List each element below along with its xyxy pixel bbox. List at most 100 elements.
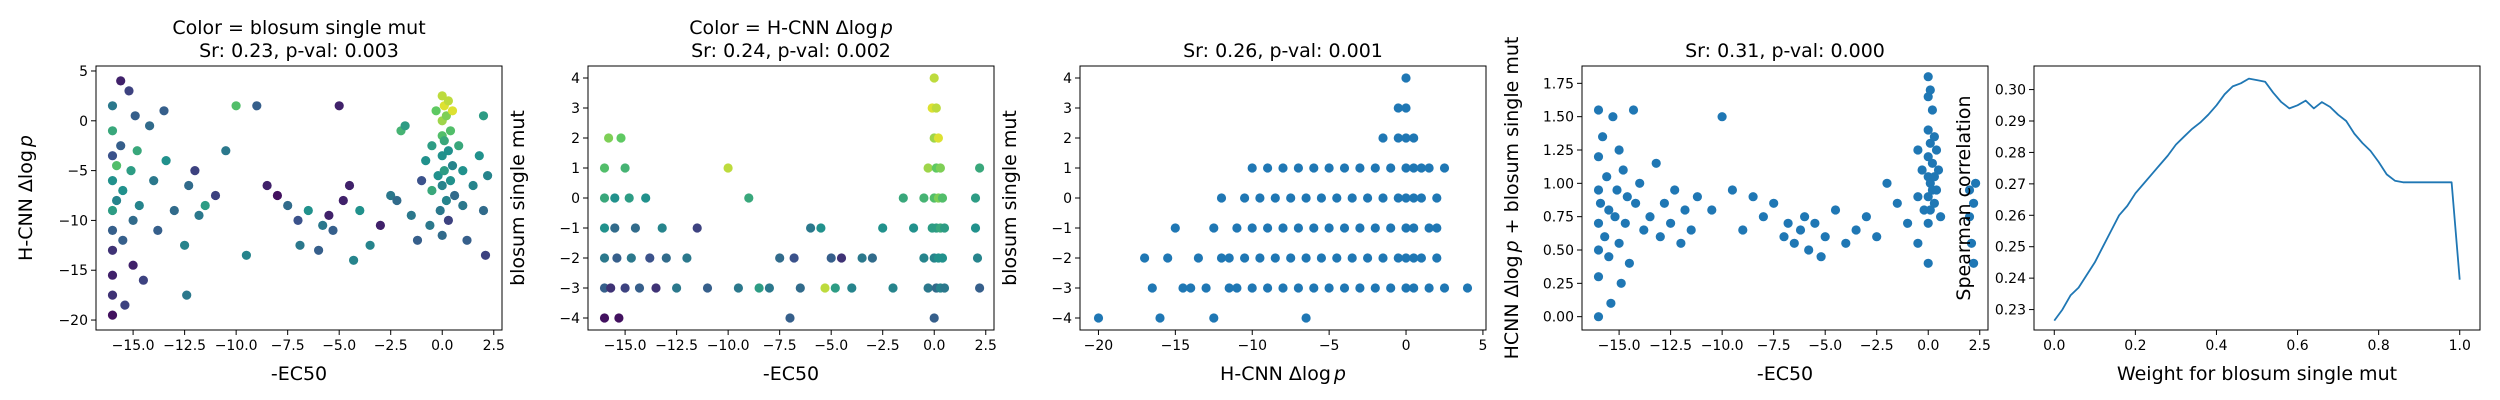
- y-axis-label: blosum single mut: [999, 110, 1021, 286]
- scatter-point: [1686, 225, 1696, 235]
- x-tick-label: −10.0: [707, 338, 750, 354]
- scatter-point: [1393, 133, 1403, 143]
- scatter-point: [1301, 193, 1311, 203]
- y-axis-label: blosum single mut: [507, 110, 529, 286]
- scatter-point: [1680, 205, 1690, 215]
- scatter-point: [1332, 253, 1342, 263]
- scatter-point: [190, 166, 200, 176]
- x-axis-label: -EC50: [271, 363, 327, 385]
- scatter-point: [970, 193, 981, 203]
- x-tick-label: −10: [1237, 338, 1267, 354]
- scatter-point: [1816, 252, 1826, 262]
- scatter-point: [1324, 283, 1334, 293]
- chart-title: Sr: 0.31, p-val: 0.000: [1685, 40, 1885, 62]
- scatter-point: [1645, 212, 1655, 222]
- y-tick-label: 0: [79, 114, 88, 130]
- y-tick-label: 0.29: [1995, 114, 2026, 130]
- x-tick-label: −15.0: [1598, 338, 1641, 354]
- y-tick-label: −1: [559, 221, 580, 237]
- scatter-point: [1347, 253, 1357, 263]
- scatter-point: [733, 283, 744, 293]
- x-axis-label: -EC50: [763, 363, 819, 385]
- scatter-point: [1929, 172, 1939, 182]
- scatter-point: [1278, 163, 1288, 173]
- scatter-point: [107, 101, 118, 111]
- scatter-point: [1286, 193, 1296, 203]
- scatter-point: [1913, 145, 1923, 155]
- scatter-point: [599, 313, 610, 323]
- scatter-point: [1155, 313, 1165, 323]
- scatter-point: [1432, 253, 1442, 263]
- scatter-point: [447, 106, 458, 116]
- x-tick-label: 0.0: [2043, 338, 2065, 354]
- scatter-point: [816, 223, 826, 233]
- x-tick-label: −7.5: [763, 338, 797, 354]
- scatter-point: [153, 225, 163, 235]
- scatter-point: [1309, 223, 1319, 233]
- scatter-point: [1614, 145, 1624, 155]
- scatter-point: [970, 223, 981, 233]
- scatter-point: [939, 223, 950, 233]
- scatter-point: [1409, 283, 1419, 293]
- scatter-point: [1608, 112, 1618, 122]
- scatter-point: [1324, 223, 1334, 233]
- scatter-point: [1424, 223, 1434, 233]
- y-tick-label: 0.25: [1995, 240, 2026, 256]
- x-tick-label: −7.5: [1757, 338, 1791, 354]
- scatter-point: [1748, 192, 1758, 202]
- scatter-point: [1309, 283, 1319, 293]
- scatter-point: [1278, 223, 1288, 233]
- scatter-point: [1424, 283, 1434, 293]
- scatter-point: [458, 200, 468, 211]
- scatter-point: [386, 190, 396, 201]
- x-tick-label: −10.0: [215, 338, 258, 354]
- scatter-point: [1324, 163, 1334, 173]
- scatter-point: [1332, 193, 1342, 203]
- scatter-point: [1339, 163, 1350, 173]
- scatter-point: [349, 255, 359, 265]
- scatter-point: [1293, 223, 1303, 233]
- scatter-point: [1232, 283, 1242, 293]
- scatter-point: [328, 225, 338, 235]
- scatter-point: [1841, 238, 1851, 248]
- scatter-point: [1628, 105, 1639, 115]
- scatter-point: [1738, 225, 1748, 235]
- scatter-point: [1386, 223, 1396, 233]
- scatter-point: [1278, 283, 1288, 293]
- scatter-point: [1409, 163, 1419, 173]
- x-tick-label: −15: [1161, 338, 1191, 354]
- scatter-point: [435, 205, 445, 216]
- y-tick-label: −20: [58, 313, 88, 329]
- scatter-point: [1795, 225, 1806, 235]
- scatter-point: [478, 111, 489, 121]
- y-tick-label: 3: [571, 101, 580, 117]
- scatter-point: [1393, 103, 1403, 113]
- scatter-point: [1655, 232, 1665, 242]
- y-tick-label: −2: [559, 251, 580, 267]
- scatter-point: [1355, 283, 1365, 293]
- scatter-point: [124, 86, 134, 96]
- scatter-point: [806, 223, 816, 233]
- scatter-point: [412, 235, 423, 245]
- scatter-point: [180, 240, 190, 250]
- scatter-point: [857, 253, 867, 263]
- scatter-point: [1639, 225, 1649, 235]
- x-tick-label: 0.8: [2368, 338, 2390, 354]
- scatter-point: [159, 106, 169, 116]
- y-tick-label: −10: [58, 213, 88, 229]
- chart-panel-1: −15.0 −12.5 −10.0 −7.5 −5.0 −2.5 0.0 2.5 −20 −15 −…: [15, 17, 505, 385]
- chart-title: Color = H-CNN Δlog p: [689, 17, 893, 39]
- scatter-point: [210, 190, 221, 201]
- scatter-point: [651, 283, 661, 293]
- scatter-point: [1830, 205, 1841, 215]
- x-tick-label: −2.5: [374, 338, 408, 354]
- scatter-point: [433, 171, 443, 181]
- scatter-point: [923, 283, 933, 293]
- scatter-point: [443, 96, 453, 106]
- scatter-point: [672, 283, 682, 293]
- scatter-point: [1666, 218, 1676, 228]
- scatter-point: [1861, 212, 1871, 222]
- scatter-point: [1651, 158, 1661, 168]
- scatter-point: [1593, 272, 1604, 282]
